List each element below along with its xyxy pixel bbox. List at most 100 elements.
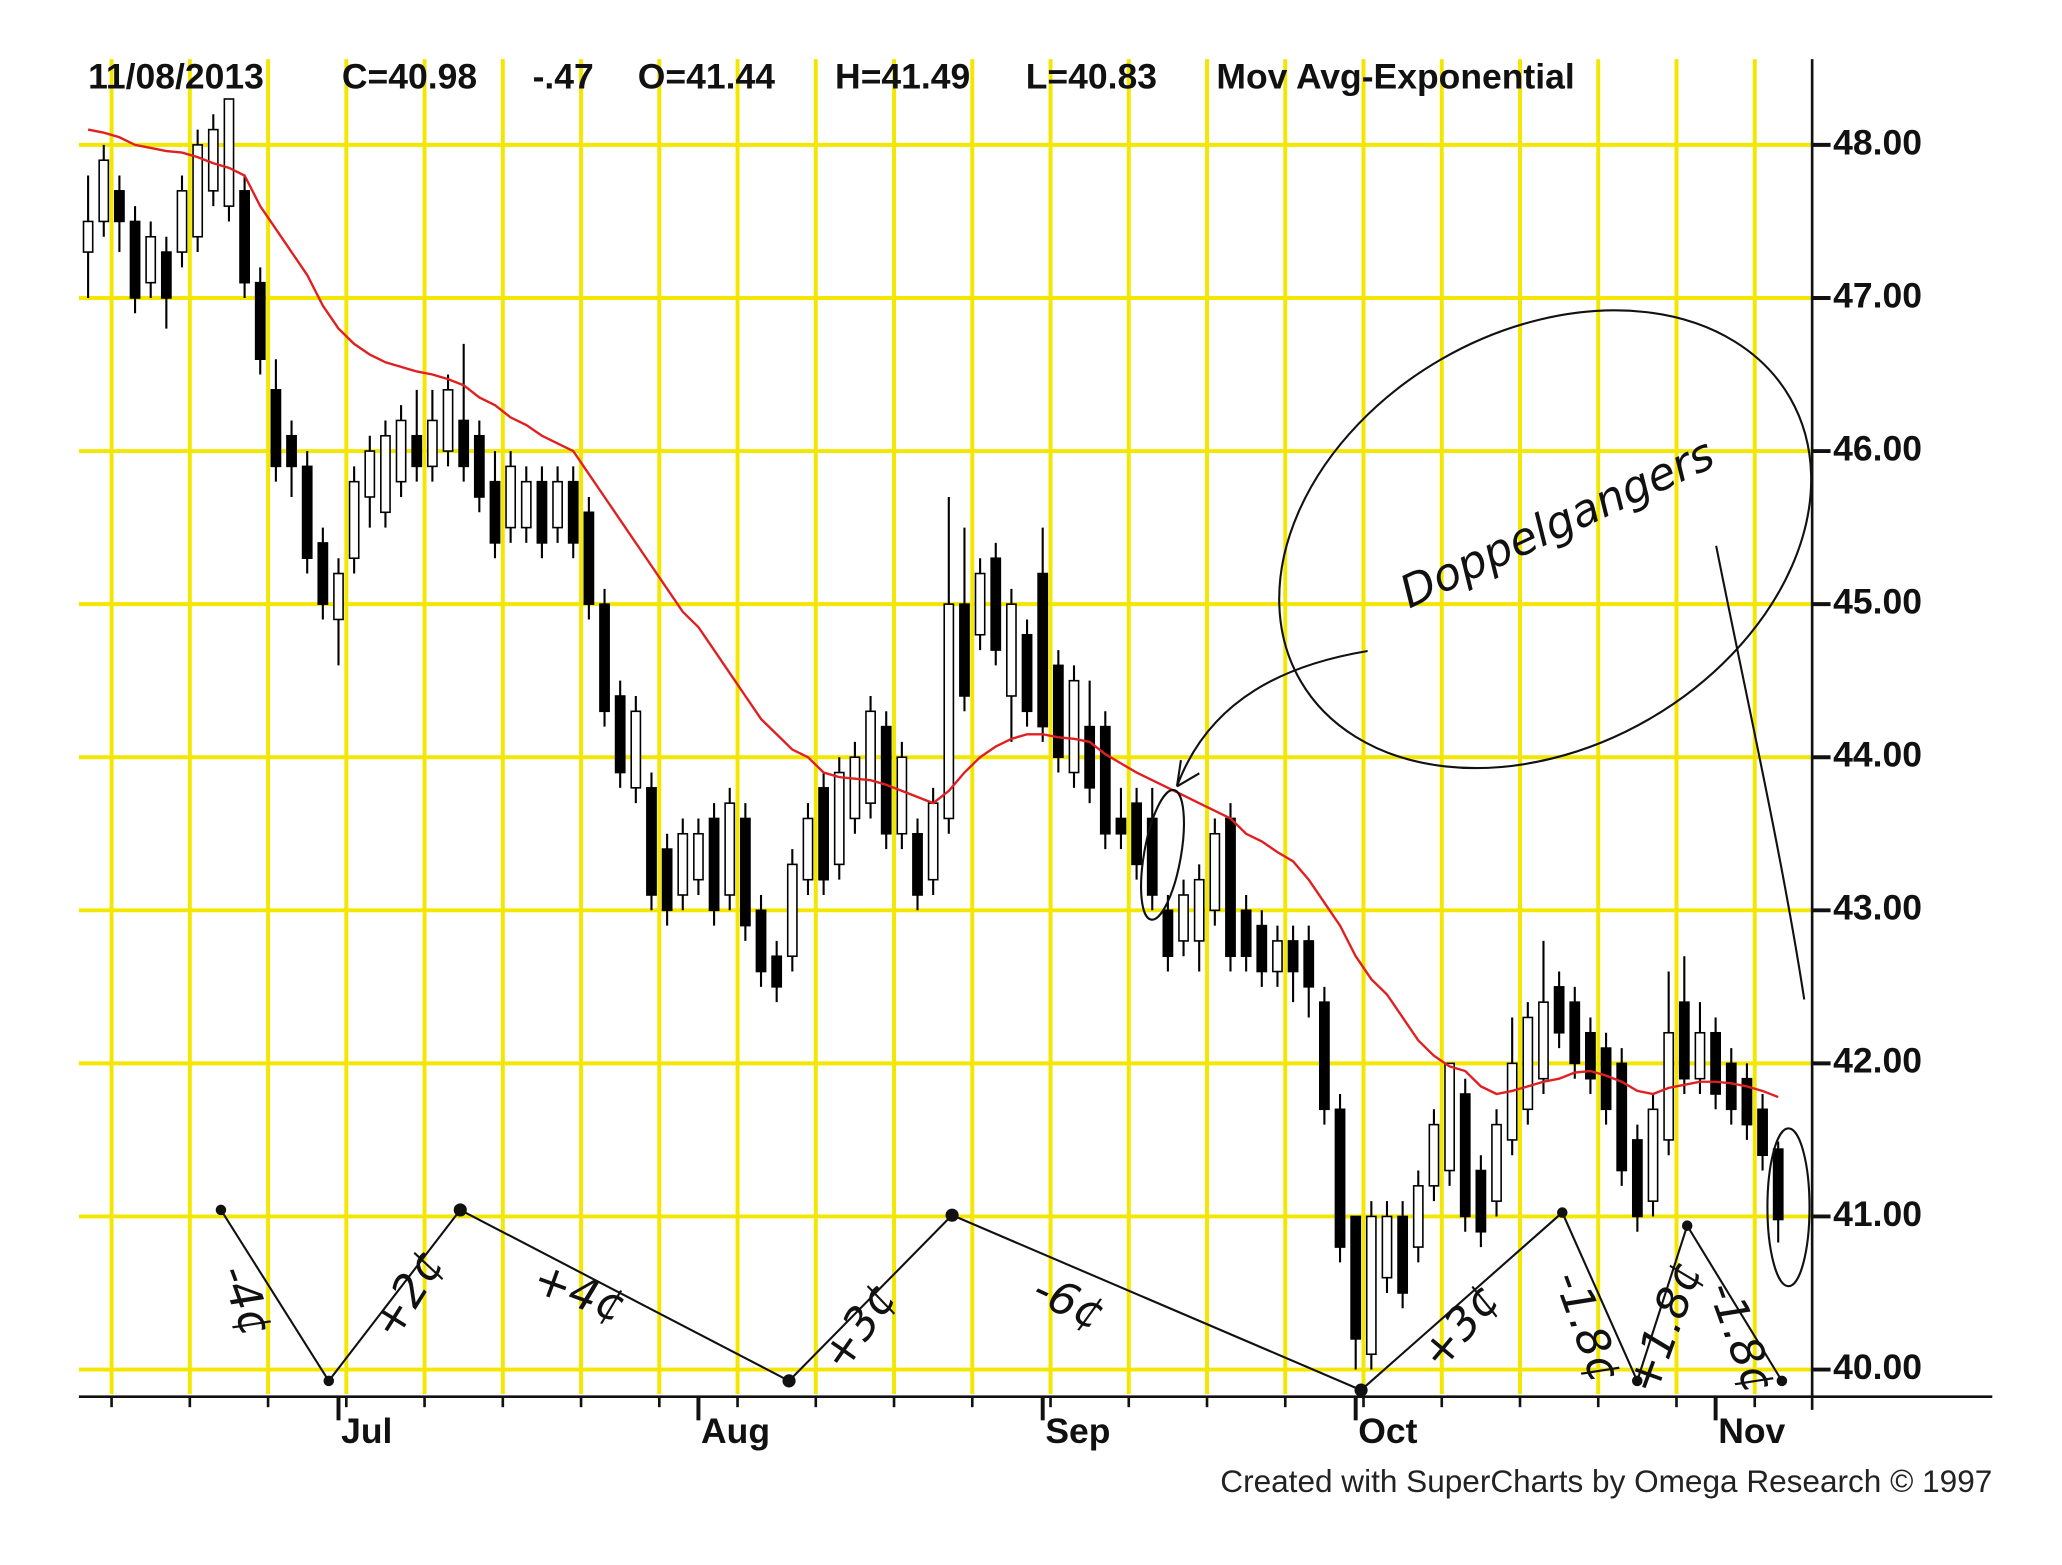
candle-body: [364, 450, 376, 498]
candle-body: [630, 710, 642, 789]
candle-body: [1741, 1077, 1753, 1126]
candle-body: [1428, 1123, 1440, 1187]
candle-body: [1725, 1062, 1737, 1111]
x-tick-label: Aug: [701, 1411, 770, 1451]
candle-body: [114, 190, 125, 223]
candle-body: [411, 434, 423, 468]
candle-body: [145, 235, 157, 284]
candle-body: [1272, 940, 1283, 973]
plot: [82, 98, 1784, 1370]
candle-body: [974, 572, 986, 636]
candle-body: [1647, 1108, 1659, 1202]
candle-body: [1099, 725, 1111, 835]
candle-body: [1209, 832, 1221, 912]
candle-body: [833, 771, 845, 866]
candle-body: [129, 220, 141, 299]
candle-body: [395, 419, 407, 483]
candle-body: [646, 787, 657, 896]
candle-body: [990, 557, 1002, 651]
candle-body: [1021, 633, 1033, 713]
candle-body: [317, 542, 329, 605]
y-tick-label: 43.00: [1833, 888, 1922, 928]
candle-body: [1491, 1123, 1502, 1202]
candle-body: [536, 480, 548, 544]
candle-body: [1444, 1062, 1455, 1172]
arrow: [1175, 649, 1368, 788]
candle-body: [583, 511, 595, 605]
candle-body: [927, 802, 939, 881]
candle-body: [1397, 1215, 1409, 1294]
candle-body: [1522, 1016, 1534, 1111]
candle-body: [1585, 1031, 1596, 1080]
candle-body: [301, 465, 313, 560]
candle-body: [1006, 603, 1017, 697]
candle-body: [1115, 817, 1127, 835]
candle-body: [943, 603, 955, 820]
candle-body: [1412, 1185, 1424, 1248]
candle-body: [473, 434, 485, 498]
candle-body: [1193, 878, 1205, 942]
candle-body: [1318, 1001, 1330, 1111]
candle-body: [1178, 894, 1189, 942]
candle-body: [786, 863, 798, 958]
candle-body: [677, 832, 689, 896]
candle-body: [505, 465, 517, 529]
x-tick-label: Nov: [1718, 1411, 1785, 1451]
candle-body: [802, 817, 814, 881]
candle-body: [426, 419, 438, 468]
candle-body: [160, 251, 172, 299]
candle-body: [1631, 1139, 1643, 1218]
credit: Created with SuperCharts by Omega Resear…: [1220, 1463, 1992, 1499]
candle-body: [489, 480, 501, 544]
candle-body: [333, 572, 344, 621]
candle-body: [880, 725, 892, 835]
candle-body: [1710, 1031, 1722, 1095]
moving-average: [87, 128, 1779, 1099]
x-tick-label: Oct: [1358, 1411, 1417, 1451]
candle-body: [1694, 1031, 1706, 1080]
candle-body: [286, 434, 297, 468]
candle-body: [771, 955, 783, 988]
candle-body: [865, 710, 876, 804]
zigzag: [220, 1208, 1783, 1392]
candle-body: [1334, 1108, 1346, 1248]
candle-body: [176, 190, 188, 253]
candle-body: [849, 756, 861, 820]
candle-body: [1538, 1001, 1549, 1080]
candle-body: [207, 128, 219, 192]
candle-body: [1052, 664, 1064, 759]
candle-body: [1303, 940, 1315, 988]
candle-body: [567, 480, 579, 544]
y-tick-label: 42.00: [1833, 1041, 1922, 1081]
candle-body: [1068, 679, 1080, 774]
y-tick-label: 47.00: [1833, 275, 1922, 315]
candle-body: [1037, 572, 1049, 728]
candle-body: [896, 756, 908, 835]
candle-body: [223, 98, 235, 207]
candle-body: [708, 817, 720, 912]
y-tick-label: 46.00: [1833, 428, 1922, 468]
candle-body: [1240, 909, 1252, 958]
candle-body: [818, 787, 830, 881]
candle-body: [1569, 1001, 1581, 1065]
y-tick-label: 48.00: [1833, 122, 1922, 162]
quote-item: O=41.44: [638, 56, 775, 96]
y-tick-label: 44.00: [1833, 735, 1922, 775]
candle-body: [239, 190, 250, 284]
candle-body: [98, 159, 110, 223]
indicator-name: Mov Avg-Exponential: [1216, 56, 1574, 96]
annotation-ellipse: [1140, 788, 1185, 921]
candle-body: [442, 389, 454, 452]
candle-body: [959, 603, 970, 697]
candle-body: [1459, 1093, 1471, 1218]
candle-body: [1678, 1001, 1690, 1080]
candle-body: [1616, 1062, 1628, 1172]
candle-body: [1350, 1215, 1362, 1340]
candle-body: [1162, 909, 1174, 958]
candle-body: [458, 419, 470, 468]
date: 11/08/2013: [88, 56, 264, 96]
header: 11/08/2013 Mov Avg-Exponential: [88, 56, 1575, 96]
candle-body: [1381, 1215, 1393, 1279]
